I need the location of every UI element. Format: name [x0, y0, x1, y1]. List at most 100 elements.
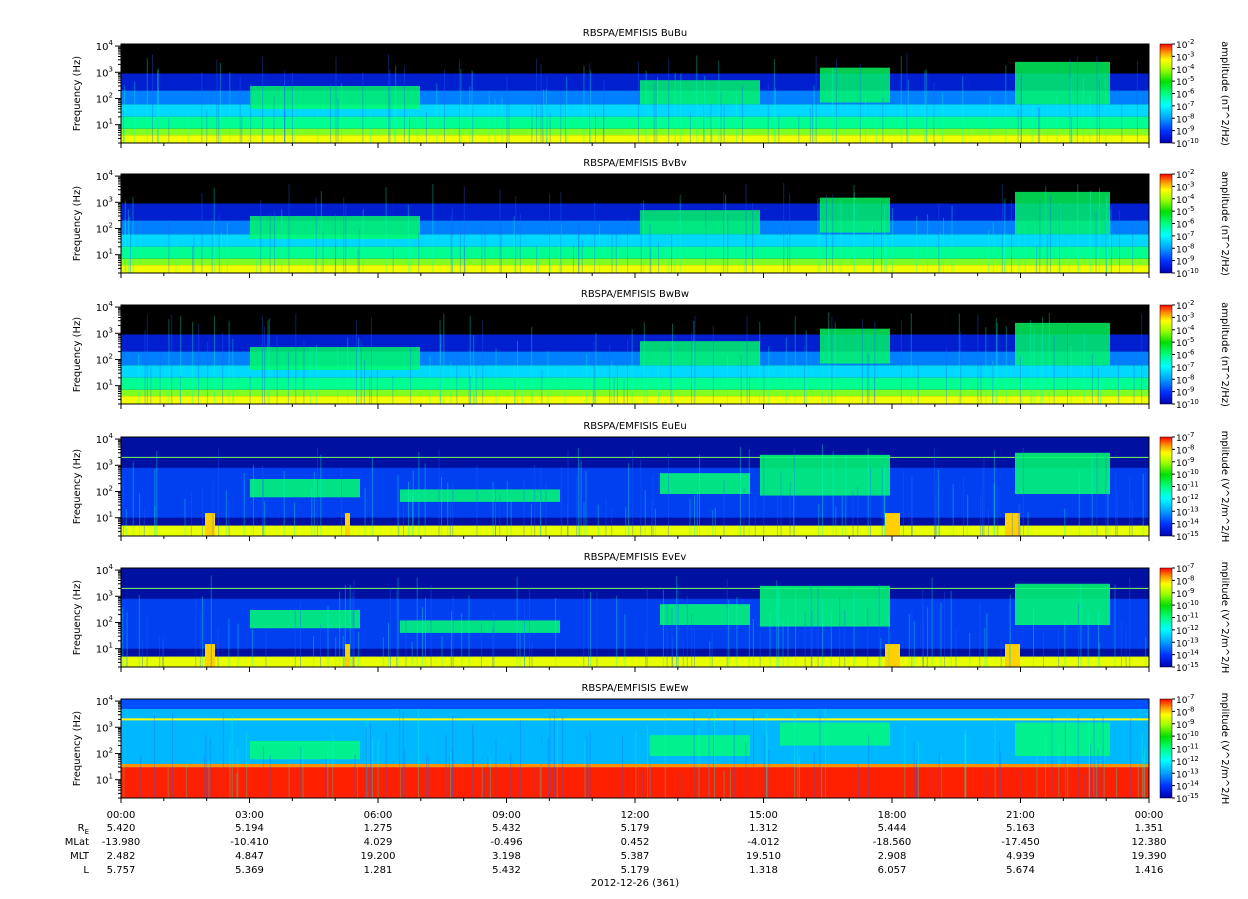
y-tick-label: 103 — [96, 195, 113, 209]
colorbar-tick-label: 10-4 — [1176, 324, 1195, 337]
ephemeris-value: 5.757 — [107, 865, 136, 876]
colorbar-tick-label: 10-11 — [1176, 481, 1199, 494]
colorbar — [1159, 173, 1173, 274]
colorbar-tick-label: 10-7 — [1176, 100, 1194, 113]
ephemeris-value: 1.416 — [1135, 865, 1164, 876]
ephemeris-value: 4.029 — [364, 837, 393, 848]
y-axis-label: Frequency (Hz) — [72, 317, 83, 393]
ephemeris-value: 5.194 — [235, 823, 264, 834]
colorbar-tick-label: 10-15 — [1176, 792, 1199, 805]
spectrogram-image — [121, 699, 1149, 798]
colorbar-tick-label: 10-8 — [1176, 574, 1194, 587]
ephemeris-value: 5.387 — [621, 851, 650, 862]
spectrogram-image — [121, 44, 1149, 143]
y-axis-label: Frequency (Hz) — [72, 186, 83, 262]
colorbar-tick-label: 10-8 — [1176, 705, 1194, 718]
ephemeris-value: -10.410 — [230, 837, 269, 848]
y-tick-label: 104 — [96, 563, 114, 577]
colorbar-tick-label: 10-7 — [1176, 562, 1194, 575]
colorbar — [1159, 567, 1173, 668]
ephemeris-value: -17.450 — [1001, 837, 1040, 848]
ephemeris-value: 3.198 — [492, 851, 521, 862]
y-tick-label: 104 — [96, 694, 114, 708]
spectrogram-panel: RBSPA/EMFISIS BwBw Frequency (Hz) 101 102 10… — [72, 289, 1230, 411]
colorbar-tick-label: 10-6 — [1176, 349, 1195, 362]
time-axis-layer: 00:00 03:00 06:00 09:00 12:00 15:00 18:00 21:00… — [65, 810, 1167, 889]
ephemeris-value: 4.939 — [1006, 851, 1035, 862]
ephemeris-value: 1.351 — [1135, 823, 1164, 834]
panel-title: RBSPA/EMFISIS EwEw — [581, 683, 688, 694]
colorbar-tick-label: 10-10 — [1176, 599, 1199, 612]
ephemeris-value: 4.847 — [235, 851, 264, 862]
y-tick-label: 101 — [96, 773, 113, 787]
y-tick-label: 103 — [96, 326, 113, 340]
ephemeris-value: 2.908 — [878, 851, 907, 862]
y-tick-label: 102 — [96, 615, 113, 629]
ephemeris-value: -4.012 — [747, 837, 779, 848]
y-tick-label: 104 — [96, 169, 114, 183]
ephemeris-row-label: MLat — [65, 837, 89, 848]
colorbar-tick-label: 10-11 — [1176, 612, 1199, 625]
colorbar-tick-label: 10-5 — [1176, 205, 1194, 218]
y-tick-label: 104 — [96, 39, 114, 53]
ephemeris-row-label: MLT — [70, 851, 90, 862]
y-tick-label: 103 — [96, 65, 113, 79]
colorbar-tick-label: 10-2 — [1176, 38, 1194, 51]
y-tick-label: 101 — [96, 379, 113, 393]
ephemeris-row-label: RE — [78, 823, 89, 836]
ephemeris-value: 5.163 — [1006, 823, 1035, 834]
colorbar-label: amplitude (nT^2/Hz) — [1219, 171, 1230, 276]
colorbar-tick-label: 10-15 — [1176, 530, 1199, 543]
ephemeris-value: 1.318 — [749, 865, 778, 876]
x-axis-label: 2012-12-26 (361) — [591, 878, 679, 889]
ephemeris-value: 1.281 — [364, 865, 393, 876]
panel-title: RBSPA/EMFISIS BuBu — [583, 28, 687, 39]
spectrogram-image — [121, 568, 1149, 667]
colorbar-tick-label: 10-5 — [1176, 336, 1194, 349]
ephemeris-value: 5.179 — [621, 823, 650, 834]
colorbar-tick-label: 10-8 — [1176, 112, 1194, 125]
colorbar-tick-label: 10-3 — [1176, 311, 1194, 324]
colorbar-tick-label: 10-2 — [1176, 168, 1194, 181]
spectrogram-panel: RBSPA/EMFISIS BuBu Frequency (Hz) 101 102 10… — [72, 28, 1230, 150]
colorbar-tick-label: 10-6 — [1176, 218, 1195, 231]
ephemeris-value: 5.432 — [492, 823, 521, 834]
colorbar-tick-label: 10-4 — [1176, 63, 1195, 76]
spectrogram-panel: RBSPA/EMFISIS EuEu Frequency (Hz) 101 102 10… — [72, 421, 1230, 543]
ephemeris-value: 5.179 — [621, 865, 650, 876]
x-tick-label: 09:00 — [492, 810, 521, 821]
colorbar — [1159, 304, 1173, 405]
x-tick-label: 00:00 — [1135, 810, 1164, 821]
y-axis-label: Frequency (Hz) — [72, 56, 83, 132]
colorbar-tick-label: 10-8 — [1176, 443, 1194, 456]
colorbar-tick-label: 10-10 — [1176, 468, 1199, 481]
colorbar-label: mplitude (V^2/m^2/H — [1219, 431, 1230, 543]
spectrogram-image — [120, 305, 1149, 404]
colorbar-tick-label: 10-7 — [1176, 361, 1194, 374]
panel-title: RBSPA/EMFISIS BwBw — [581, 289, 689, 300]
y-axis-label: Frequency (Hz) — [72, 580, 83, 656]
colorbar-tick-label: 10-14 — [1176, 780, 1199, 793]
y-tick-label: 104 — [96, 432, 114, 446]
ephemeris-value: -0.496 — [490, 837, 522, 848]
y-axis-label: Frequency (Hz) — [72, 711, 83, 787]
colorbar-label: mplitude (V^2/m^2/H — [1219, 693, 1230, 805]
colorbar-tick-label: 10-12 — [1176, 624, 1199, 637]
colorbar-tick-label: 10-6 — [1176, 88, 1195, 101]
colorbar-tick-label: 10-7 — [1176, 431, 1194, 444]
ephemeris-value: -13.980 — [102, 837, 141, 848]
y-tick-label: 102 — [96, 221, 113, 235]
colorbar-tick-label: 10-8 — [1176, 373, 1194, 386]
y-tick-label: 102 — [96, 746, 113, 760]
x-tick-label: 18:00 — [878, 810, 907, 821]
spectrogram-panel: RBSPA/EMFISIS EwEw Frequency (Hz) 101 102 10… — [72, 683, 1230, 805]
x-tick-label: 12:00 — [621, 810, 650, 821]
colorbar-tick-label: 10-10 — [1176, 398, 1199, 411]
colorbar-tick-label: 10-7 — [1176, 693, 1194, 706]
colorbar-label: amplitude (nT^2/Hz) — [1219, 302, 1230, 407]
colorbar-tick-label: 10-14 — [1176, 649, 1199, 662]
colorbar-tick-label: 10-4 — [1176, 193, 1195, 206]
colorbar-tick-label: 10-9 — [1176, 718, 1194, 731]
colorbar-tick-label: 10-9 — [1176, 255, 1194, 268]
